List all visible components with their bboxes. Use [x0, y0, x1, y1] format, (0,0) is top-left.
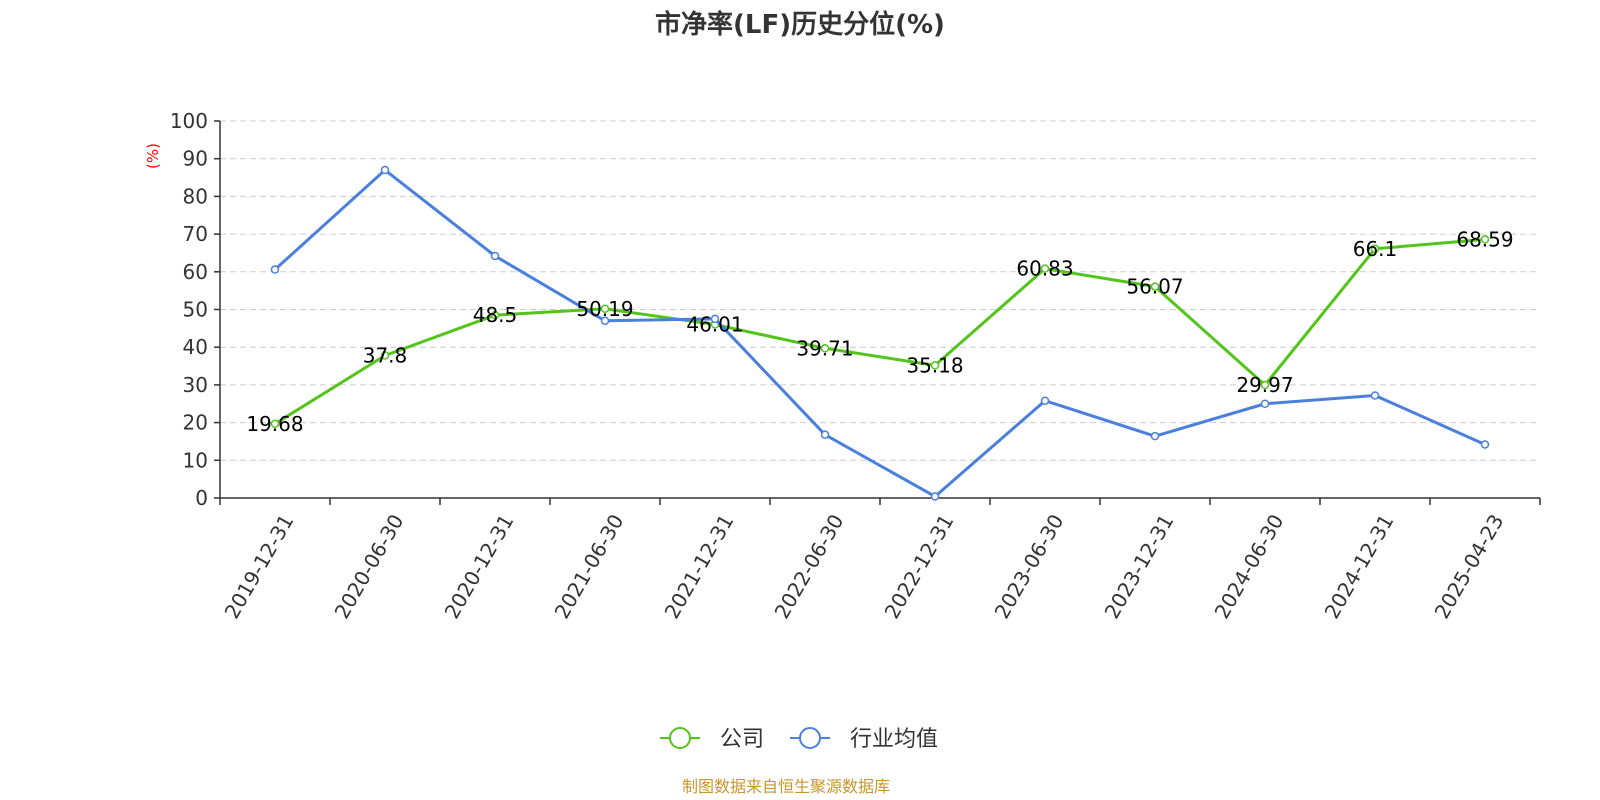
data-point[interactable]: [710, 314, 720, 324]
data-point[interactable]: [1040, 396, 1050, 405]
x-tick-label: 2022-06-30: [770, 510, 849, 623]
data-label: 37.8: [363, 343, 408, 367]
data-label: 60.83: [1016, 257, 1073, 281]
data-point[interactable]: [600, 304, 610, 314]
data-label: 50.19: [576, 297, 633, 321]
grid-layer: [220, 120, 1540, 461]
data-label-layer: 19.68 37.8 48.5 50.19 46.01 39.71 35.18 60.83 56…: [246, 227, 1513, 435]
data-point[interactable]: [1370, 244, 1380, 254]
legend-label: 公司: [720, 727, 764, 752]
data-label: 46.01: [686, 313, 743, 337]
x-tick-label: 2022-12-31: [880, 510, 959, 623]
series-layer: [270, 165, 1490, 501]
y-tick-label: 90: [183, 147, 208, 171]
y-tick-label: 30: [183, 373, 208, 397]
y-tick-label: 10: [183, 448, 208, 472]
x-tick-label: 2023-06-30: [990, 510, 1069, 623]
legend[interactable]: 公司 行业均值: [660, 727, 938, 752]
data-point[interactable]: [490, 310, 500, 320]
y-tick-label: 80: [183, 184, 208, 208]
data-label: 29.97: [1236, 373, 1293, 397]
data-point[interactable]: [380, 165, 390, 175]
data-point[interactable]: [600, 316, 610, 326]
data-point[interactable]: [930, 361, 940, 370]
data-point[interactable]: [380, 351, 390, 360]
legend-item-0[interactable]: 公司: [660, 727, 764, 752]
data-point[interactable]: [1260, 399, 1270, 408]
legend-item-1[interactable]: 行业均值: [790, 727, 938, 752]
data-point[interactable]: [1260, 380, 1270, 390]
data-point[interactable]: [930, 492, 940, 501]
x-tick-label: 2024-12-31: [1320, 510, 1399, 623]
x-tick-label: 2021-12-31: [660, 510, 739, 623]
data-point[interactable]: [1150, 282, 1160, 291]
y-tick-label: 0: [195, 486, 208, 510]
data-label: 19.68: [246, 412, 303, 436]
chart-title: 市净率(LF)历史分位(%): [655, 9, 945, 40]
x-tick-label: 2021-06-30: [550, 510, 629, 623]
data-point[interactable]: [820, 430, 830, 439]
y-axis-unit-label: (%): [144, 143, 162, 169]
y-tick-label: 60: [183, 260, 208, 284]
x-tick-label: 2024-06-30: [1210, 510, 1289, 623]
data-label: 66.1: [1353, 237, 1398, 261]
data-point[interactable]: [1040, 264, 1050, 273]
data-label: 48.5: [473, 303, 518, 327]
data-point[interactable]: [490, 251, 500, 261]
data-label: 35.18: [906, 353, 963, 377]
series-line-0: [274, 237, 1486, 426]
data-point[interactable]: [1480, 235, 1490, 244]
y-tick-label: 70: [183, 222, 208, 246]
data-label: 56.07: [1126, 275, 1183, 299]
source-note: 制图数据来自恒生聚源数据库: [682, 777, 890, 796]
y-tick-label: 100: [170, 109, 208, 133]
data-label: 39.71: [796, 336, 853, 360]
x-tick-label: 2019-12-31: [220, 510, 299, 623]
series-line-1: [273, 168, 1486, 498]
data-point[interactable]: [270, 419, 280, 429]
x-tick-label: 2023-12-31: [1100, 510, 1179, 623]
legend-marker-icon: [799, 727, 821, 749]
data-label: 68.59: [1456, 227, 1513, 251]
data-point[interactable]: [1370, 391, 1380, 400]
data-point[interactable]: [820, 344, 830, 353]
x-tick-label: 2025-04-23: [1430, 510, 1509, 623]
legend-label: 行业均值: [850, 727, 938, 752]
data-point[interactable]: [1150, 431, 1160, 441]
data-point[interactable]: [270, 265, 280, 274]
y-tick-label: 50: [183, 298, 208, 322]
x-tick-label: 2020-06-30: [330, 510, 409, 623]
y-tick-label: 40: [183, 335, 208, 359]
legend-marker-icon: [669, 727, 691, 749]
data-point[interactable]: [1480, 440, 1490, 449]
x-tick-label: 2020-12-31: [440, 510, 519, 623]
y-tick-label: 20: [183, 411, 208, 435]
